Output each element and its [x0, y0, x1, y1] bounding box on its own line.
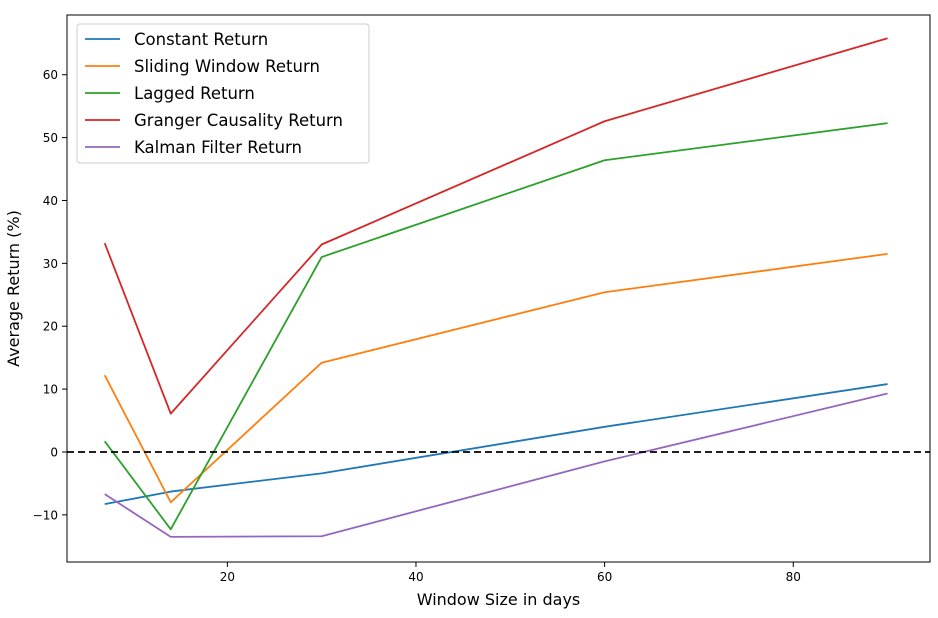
y-axis-label: Average Return (%)	[4, 210, 23, 367]
y-tick-label: 10	[43, 383, 58, 397]
plot-area	[66, 14, 931, 563]
x-tick-label: 20	[220, 570, 235, 584]
y-tick-label: 60	[43, 68, 58, 82]
series-line-lagged-return	[104, 122, 888, 531]
x-axis: 20 40 60 80	[220, 562, 801, 584]
y-tick-label: 20	[43, 320, 58, 334]
x-tick-label: 80	[786, 570, 801, 584]
y-tick-label: 30	[43, 257, 58, 271]
legend-label-kalman-filter-return: Kalman Filter Return	[134, 138, 302, 157]
plot-frame	[66, 14, 931, 563]
legend-entry: Kalman Filter Return	[85, 138, 302, 157]
legend-entry: Granger Causality Return	[85, 111, 343, 130]
legend-label-granger-causality-return: Granger Causality Return	[134, 111, 343, 130]
x-tick-label: 40	[408, 570, 423, 584]
y-tick-label: 40	[43, 194, 58, 208]
y-tick-label: 0	[50, 445, 58, 459]
y-axis: −10 0 10 20 30 40 50 60	[33, 68, 67, 522]
legend-box	[76, 23, 370, 164]
legend-entry: Constant Return	[85, 30, 268, 49]
legend-entry: Lagged Return	[85, 84, 255, 103]
series-line-constant-return	[104, 383, 888, 506]
x-tick-label: 60	[597, 570, 612, 584]
x-axis-label: Window Size in days	[417, 590, 581, 609]
legend-label-sliding-window-return: Sliding Window Return	[134, 57, 320, 76]
y-tick-label: −10	[33, 508, 58, 522]
legend: Constant Return Sliding Window Return La…	[76, 23, 370, 164]
legend-entry: Sliding Window Return	[85, 57, 320, 76]
series-line-granger-causality-return	[103, 37, 888, 415]
series-layer	[103, 37, 888, 538]
series-line-sliding-window-return	[103, 253, 888, 504]
legend-label-lagged-return: Lagged Return	[134, 84, 255, 103]
y-tick-label: 50	[43, 131, 58, 145]
legend-label-constant-return: Constant Return	[134, 30, 268, 49]
series-line-kalman-filter-return	[104, 392, 888, 538]
